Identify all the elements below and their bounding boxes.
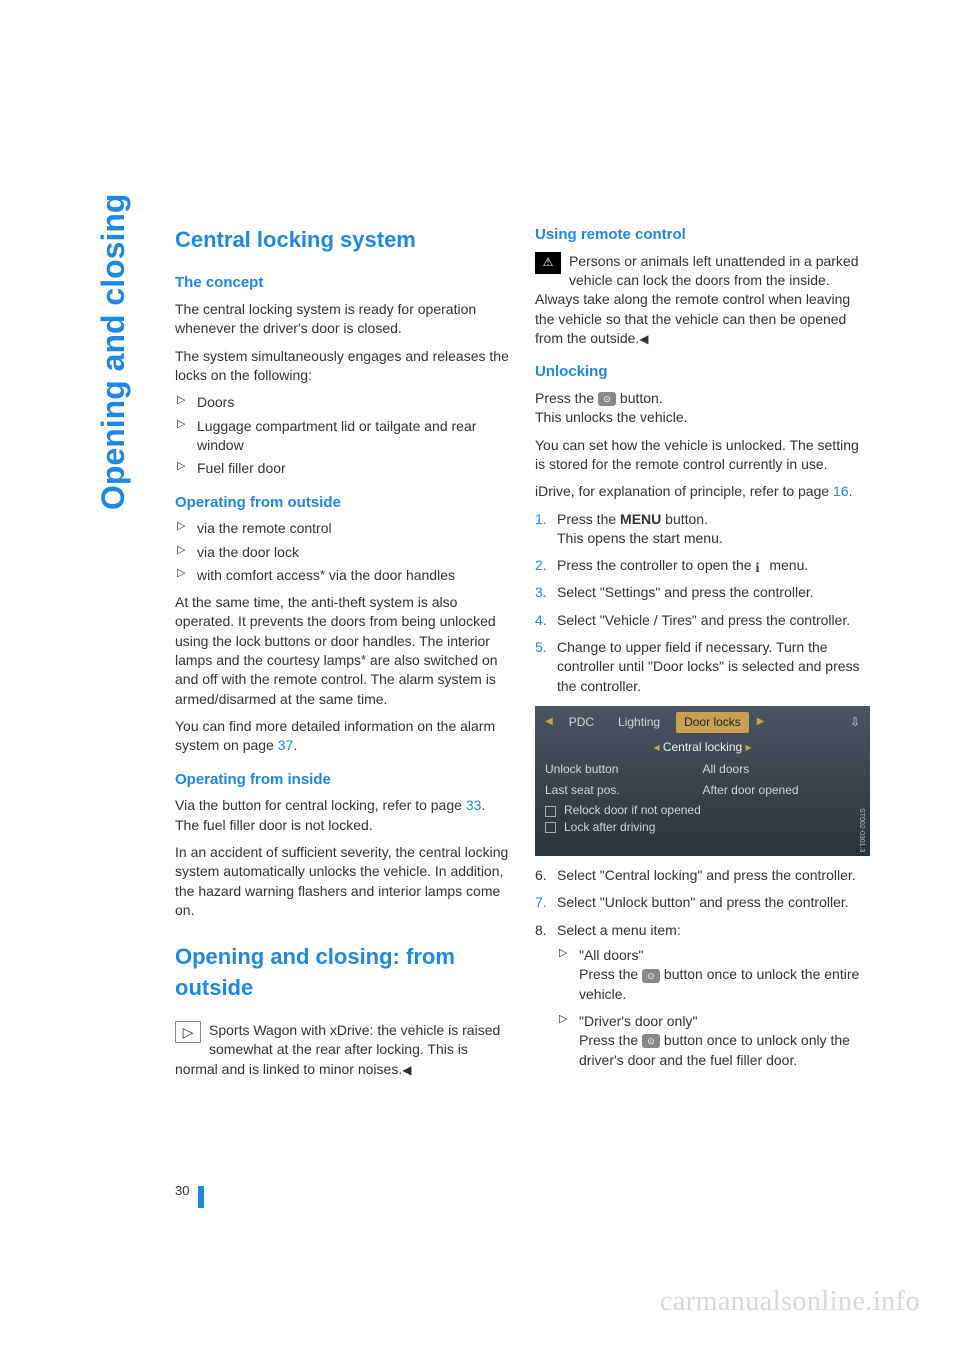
left-arrow-icon: ◀	[545, 715, 553, 729]
step-item: 4.Select "Vehicle / Tires" and press the…	[535, 611, 870, 630]
unlock-button-icon: ⊙	[598, 392, 616, 406]
tab-pdc: PDC	[561, 712, 602, 733]
warning-text: Persons or animals left unattended in a …	[535, 253, 859, 346]
checkbox-icon	[545, 822, 556, 833]
screenshot-row: Lock after driving	[545, 819, 860, 836]
idrive-screenshot: ◀ PDC Lighting Door locks ▶ ⇩ ◂ Central …	[535, 706, 870, 856]
outside-p1: At the same time, the anti-theft system …	[175, 593, 510, 709]
list-item: "Driver's door only"Press the ⊙ button o…	[557, 1012, 870, 1070]
left-column: Central locking system The concept The c…	[175, 225, 510, 1089]
screenshot-row: Last seat pos.After door opened	[545, 782, 860, 799]
sub-list: "All doors"Press the ⊙ button once to un…	[557, 946, 870, 1070]
h1-central-locking: Central locking system	[175, 225, 510, 255]
note-block: ▷ Sports Wagon with xDrive: the vehicle …	[175, 1021, 510, 1079]
step-item: 3.Select "Settings" and press the contro…	[535, 583, 870, 602]
unlock-button-icon: ⊙	[642, 969, 660, 983]
steps-list-2: 6.Select "Central locking" and press the…	[535, 866, 870, 1070]
note-text: Sports Wagon with xDrive: the vehicle is…	[175, 1022, 500, 1077]
list-item: via the door lock	[175, 543, 510, 562]
screenshot-tabs: ◀ PDC Lighting Door locks ▶ ⇩	[545, 712, 860, 733]
screenshot-title: ◂ Central locking ▸	[545, 739, 860, 756]
note-icon: ▷	[175, 1021, 201, 1043]
step-item: 1.Press the MENU button.This opens the s…	[535, 510, 870, 549]
outside-list: via the remote control via the door lock…	[175, 519, 510, 585]
page-number: 30	[175, 1183, 189, 1198]
side-chapter-title: Opening and closing	[95, 194, 132, 510]
unlock-button-icon: ⊙	[642, 1034, 660, 1048]
step-item: 6.Select "Central locking" and press the…	[535, 866, 870, 885]
screenshot-ref: ST002-0301.3	[856, 808, 866, 852]
concept-list: Doors Luggage compartment lid or tailgat…	[175, 393, 510, 478]
unlock-p3: iDrive, for explanation of principle, re…	[535, 482, 870, 501]
page-ref-33: 33	[466, 797, 482, 813]
content-columns: Central locking system The concept The c…	[175, 225, 870, 1089]
info-i-icon: i	[755, 559, 765, 573]
screenshot-row: Relock door if not opened	[545, 802, 860, 819]
page-number-mark	[198, 1186, 204, 1208]
h2-remote: Using remote control	[535, 225, 870, 246]
page: Opening and closing Central locking syst…	[0, 0, 960, 1358]
step-item: 7.Select "Unlock button" and press the c…	[535, 893, 870, 912]
warning-icon: ⚠	[535, 252, 561, 274]
list-item: Fuel filler door	[175, 459, 510, 478]
inside-p2: In an accident of sufficient severity, t…	[175, 843, 510, 920]
anchor-icon: ⇩	[850, 714, 860, 731]
list-item: "All doors"Press the ⊙ button once to un…	[557, 946, 870, 1004]
concept-p1: The central locking system is ready for …	[175, 300, 510, 339]
concept-p2: The system simultaneously engages and re…	[175, 347, 510, 386]
page-ref-37: 37	[278, 737, 294, 753]
tab-lighting: Lighting	[610, 712, 668, 733]
screenshot-row: Unlock buttonAll doors	[545, 761, 860, 778]
unlock-p2: You can set how the vehicle is unlocked.…	[535, 436, 870, 475]
h2-concept: The concept	[175, 273, 510, 294]
right-arrow-icon: ▶	[757, 715, 765, 729]
tab-door-locks: Door locks	[676, 712, 749, 733]
h2-unlocking: Unlocking	[535, 362, 870, 383]
end-marker-icon: ◀	[402, 1063, 411, 1077]
list-item: Luggage compartment lid or tailgate and …	[175, 417, 510, 456]
list-item: with comfort access* via the door handle…	[175, 566, 510, 585]
list-item: via the remote control	[175, 519, 510, 538]
h2-operating-inside: Operating from inside	[175, 770, 510, 791]
unlock-p1: Press the ⊙ button.This unlocks the vehi…	[535, 389, 870, 428]
step-item: 8.Select a menu item: "All doors"Press t…	[535, 921, 870, 1070]
inside-p1: Via the button for central locking, refe…	[175, 796, 510, 835]
page-ref-16: 16	[833, 483, 849, 499]
end-marker-icon: ◀	[639, 332, 648, 346]
step-item: 5.Change to upper field if necessary. Tu…	[535, 638, 870, 696]
checkbox-icon	[545, 806, 556, 817]
h2-operating-outside: Operating from outside	[175, 493, 510, 514]
list-item: Doors	[175, 393, 510, 412]
steps-list: 1.Press the MENU button.This opens the s…	[535, 510, 870, 697]
h1-opening-closing: Opening and closing: from outside	[175, 942, 510, 1003]
watermark: carmanualsonline.info	[660, 1286, 920, 1318]
outside-p2: You can find more detailed information o…	[175, 717, 510, 756]
right-column: Using remote control ⚠ Persons or animal…	[535, 225, 870, 1089]
warning-block: ⚠ Persons or animals left unattended in …	[535, 252, 870, 349]
step-item: 2.Press the controller to open the i men…	[535, 556, 870, 575]
